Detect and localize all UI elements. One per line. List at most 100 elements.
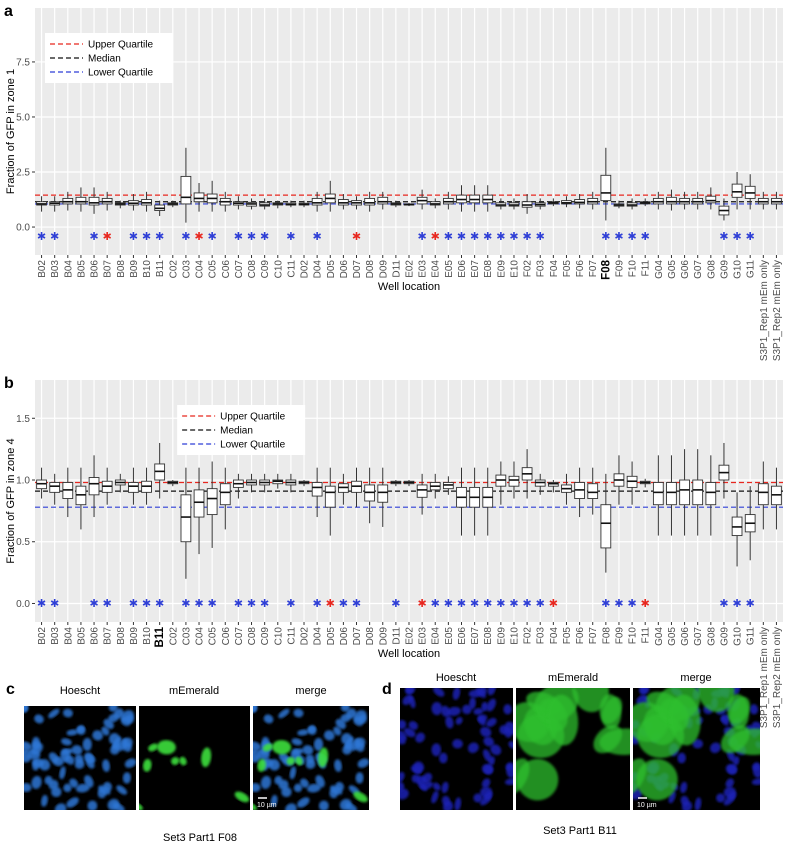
significance-star bbox=[628, 599, 636, 607]
x-tick-label: B04 bbox=[63, 260, 74, 278]
nucleus bbox=[122, 737, 133, 748]
legend-label: Upper Quartile bbox=[88, 40, 153, 51]
nucleus bbox=[97, 787, 107, 799]
significance-star bbox=[50, 599, 59, 607]
significance-star bbox=[208, 232, 217, 240]
box bbox=[508, 475, 520, 487]
nucleus bbox=[506, 764, 513, 778]
nucleus bbox=[431, 790, 439, 804]
box bbox=[180, 175, 192, 205]
star-stroke bbox=[352, 233, 361, 239]
significance-star bbox=[247, 232, 256, 240]
panel-letter: b bbox=[4, 375, 14, 392]
significance-star bbox=[457, 232, 466, 240]
box bbox=[206, 488, 218, 516]
nucleus bbox=[292, 748, 305, 755]
significance-star bbox=[628, 232, 636, 240]
nucleus bbox=[71, 745, 83, 755]
x-tick-label: C07 bbox=[234, 627, 245, 646]
nucleus bbox=[481, 763, 494, 775]
nucleus bbox=[400, 788, 409, 800]
star-stroke bbox=[234, 233, 243, 239]
significance-star bbox=[510, 232, 518, 240]
channel-label: mEmerald bbox=[548, 672, 598, 684]
x-tick-label: F07 bbox=[588, 260, 599, 278]
nucleus bbox=[260, 775, 272, 789]
panel-letter: a bbox=[4, 3, 13, 20]
nucleus bbox=[441, 781, 449, 794]
nucleus bbox=[452, 739, 463, 749]
nucleus bbox=[101, 726, 110, 736]
box bbox=[666, 196, 677, 205]
x-tick-label: D07 bbox=[352, 627, 363, 646]
nucleus bbox=[433, 688, 445, 697]
significance-star bbox=[746, 232, 755, 240]
star-stroke bbox=[418, 233, 426, 239]
nucleus bbox=[305, 759, 316, 769]
significance-star bbox=[129, 232, 138, 240]
star-stroke bbox=[103, 600, 112, 606]
star-stroke bbox=[536, 600, 545, 606]
nucleus bbox=[445, 716, 454, 729]
x-tick-label: C05 bbox=[208, 260, 219, 279]
x-tick-label: D05 bbox=[326, 260, 337, 279]
x-tick-label: F08 bbox=[600, 259, 612, 279]
nucleus bbox=[721, 715, 729, 726]
x-tick-label: F03 bbox=[536, 627, 547, 645]
x-tick-label: C08 bbox=[247, 260, 258, 279]
nucleus bbox=[293, 783, 303, 793]
x-tick-label: F08 bbox=[601, 627, 612, 645]
star-stroke bbox=[601, 233, 610, 239]
x-tick-label: C06 bbox=[221, 260, 232, 279]
x-tick-label: C04 bbox=[195, 627, 206, 646]
x-tick-label: B06 bbox=[90, 260, 101, 278]
star-stroke bbox=[234, 600, 243, 606]
x-tick-label: F02 bbox=[523, 260, 534, 278]
nucleus bbox=[32, 757, 44, 768]
gfp-cell bbox=[353, 791, 368, 803]
x-tick-label: E03 bbox=[418, 260, 429, 278]
star-stroke bbox=[37, 233, 46, 239]
nucleus bbox=[297, 797, 310, 808]
x-tick-label: G08 bbox=[706, 627, 717, 646]
caption: Set3 Part1 B11 bbox=[543, 825, 617, 837]
nucleus bbox=[725, 778, 734, 789]
significance-star bbox=[720, 232, 728, 240]
scale-bar-label: 10 µm bbox=[257, 802, 277, 809]
micrograph bbox=[139, 740, 250, 810]
star-stroke bbox=[392, 600, 400, 606]
significance-star bbox=[182, 599, 190, 607]
nucleus bbox=[477, 715, 486, 726]
box bbox=[600, 174, 612, 202]
x-tick-label: C10 bbox=[273, 627, 284, 646]
y-tick-label: 0.0 bbox=[16, 599, 30, 610]
nucleus bbox=[481, 778, 491, 789]
gfp-cell bbox=[148, 743, 159, 752]
x-tick-label: E05 bbox=[444, 260, 455, 278]
x-tick-label: B02 bbox=[37, 260, 48, 278]
x-tick-label: C03 bbox=[181, 260, 192, 279]
significance-star bbox=[549, 599, 558, 607]
nucleus bbox=[677, 752, 686, 764]
nucleus bbox=[728, 791, 737, 801]
nucleus bbox=[297, 729, 309, 736]
nucleus bbox=[402, 694, 413, 706]
x-tick-label: D05 bbox=[326, 627, 337, 646]
star-stroke bbox=[103, 233, 112, 239]
nucleus bbox=[102, 759, 110, 772]
nucleus bbox=[24, 706, 28, 713]
nucleus bbox=[24, 753, 32, 763]
significance-star bbox=[103, 599, 112, 607]
star-stroke bbox=[260, 600, 269, 606]
significance-star bbox=[523, 599, 531, 607]
significance-star bbox=[733, 232, 741, 240]
star-stroke bbox=[746, 233, 755, 239]
x-tick-label: C04 bbox=[195, 260, 206, 279]
gfp-cell bbox=[728, 728, 760, 756]
micrograph bbox=[253, 706, 369, 810]
nucleus bbox=[109, 733, 120, 745]
nucleus bbox=[253, 741, 262, 751]
legend-label: Median bbox=[88, 54, 121, 65]
nucleus bbox=[293, 708, 304, 718]
nucleus bbox=[709, 742, 721, 754]
